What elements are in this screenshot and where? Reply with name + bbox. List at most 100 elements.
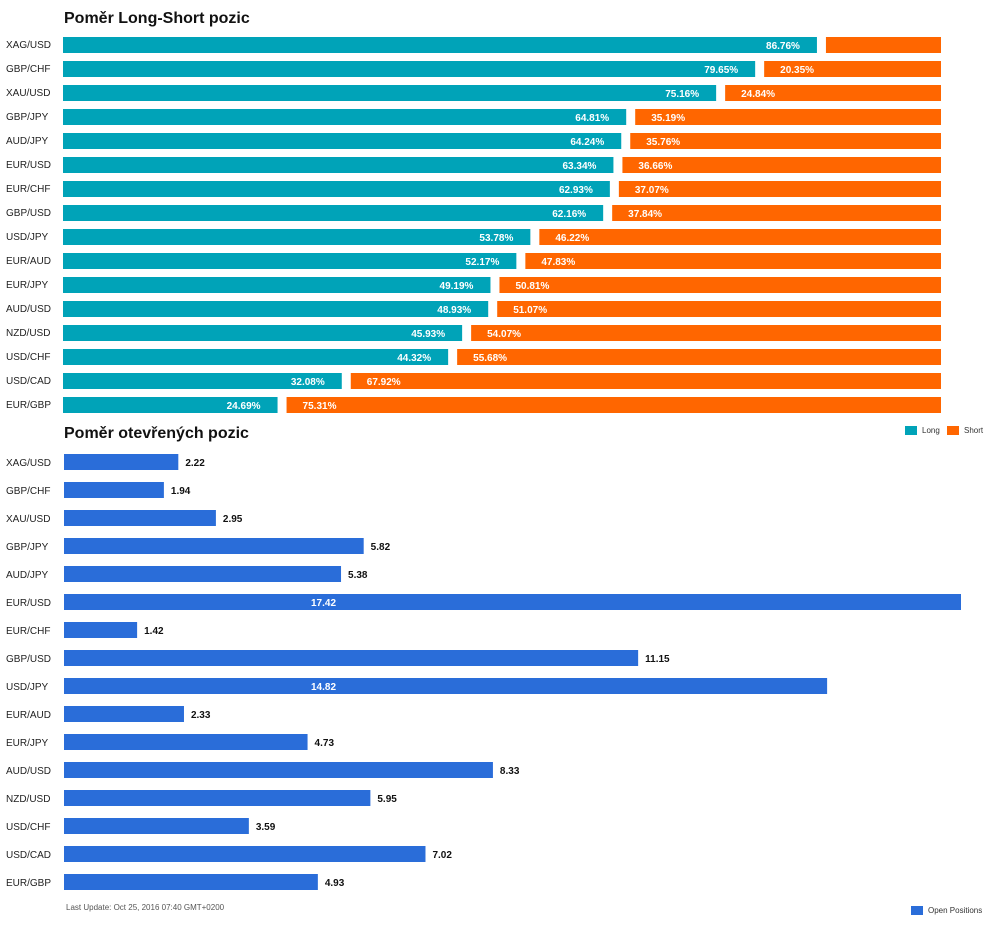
open-category-label-aud-usd: AUD/USD [6,766,51,777]
short-value-label-aud-usd: 51.07% [513,305,547,316]
open-positions-bar-gbp-jpy [64,538,364,554]
long-bar-eur-gbp [63,397,278,413]
short-bar-gbp-chf [764,61,941,77]
long-value-label-usd-chf: 44.32% [397,353,431,364]
legend-long: Long [905,426,940,435]
legend-long-swatch [905,426,917,435]
category-label-usd-jpy: USD/JPY [6,232,49,243]
long-short-chart-title: Poměr Long-Short pozic [64,10,250,27]
short-bar-gbp-jpy [635,109,941,125]
open-category-label-xau-usd: XAU/USD [6,514,50,525]
short-bar-aud-jpy [630,133,941,149]
legend-short-label: Short [964,426,984,435]
open-positions-bar-aud-usd [64,762,493,778]
open-positions-value-eur-usd: 17.42 [311,598,336,609]
long-value-label-gbp-jpy: 64.81% [575,113,609,124]
category-label-usd-cad: USD/CAD [6,376,51,387]
category-label-usd-chf: USD/CHF [6,352,50,363]
short-bar-usd-jpy [539,229,941,245]
open-positions-value-usd-chf: 3.59 [256,822,276,833]
open-positions-value-xag-usd: 2.22 [185,458,205,469]
category-label-aud-usd: AUD/USD [6,304,51,315]
open-category-label-gbp-jpy: GBP/JPY [6,542,49,553]
short-bar-nzd-usd [471,325,941,341]
last-update-text: Last Update: Oct 25, 2016 07:40 GMT+0200 [66,903,225,912]
open-category-label-gbp-chf: GBP/CHF [6,486,50,497]
category-label-xag-usd: XAG/USD [6,40,51,51]
open-category-label-eur-aud: EUR/AUD [6,710,51,721]
open-category-label-usd-jpy: USD/JPY [6,682,49,693]
long-bar-aud-jpy [63,133,622,149]
open-positions-value-eur-jpy: 4.73 [315,738,335,749]
short-value-label-xau-usd: 24.84% [741,89,775,100]
long-value-label-eur-gbp: 24.69% [227,401,261,412]
long-value-label-xau-usd: 75.16% [665,89,699,100]
long-value-label-usd-jpy: 53.78% [479,233,513,244]
long-bar-gbp-usd [63,205,604,221]
open-positions-bar-eur-usd [64,594,961,610]
long-value-label-eur-chf: 62.93% [559,185,593,196]
category-label-xau-usd: XAU/USD [6,88,50,99]
category-label-gbp-jpy: GBP/JPY [6,112,49,123]
legend-long-label: Long [922,426,940,435]
long-bar-gbp-chf [63,61,756,77]
open-positions-bar-usd-cad [64,846,426,862]
open-positions-bar-eur-jpy [64,734,308,750]
long-value-label-gbp-chf: 79.65% [704,65,738,76]
open-positions-bar-gbp-chf [64,482,164,498]
legend-short: Short [947,426,983,435]
short-bar-eur-jpy [499,277,941,293]
short-bar-aud-usd [497,301,941,317]
long-bar-eur-usd [63,157,614,173]
open-positions-value-gbp-usd: 11.15 [645,654,670,665]
short-bar-eur-chf [618,181,941,197]
open-category-label-usd-cad: USD/CAD [6,850,51,861]
short-value-label-eur-chf: 37.07% [635,185,669,196]
long-bar-aud-usd [63,301,489,317]
open-positions-bar-usd-jpy [64,678,828,694]
short-value-label-gbp-usd: 37.84% [628,209,662,220]
long-bar-eur-aud [63,253,517,269]
category-label-aud-jpy: AUD/JPY [6,136,49,147]
long-value-label-usd-cad: 32.08% [291,377,325,388]
long-bar-usd-cad [63,373,342,389]
short-value-label-gbp-jpy: 35.19% [651,113,685,124]
long-bar-xau-usd [63,85,717,101]
short-bar-gbp-usd [612,205,941,221]
short-value-label-eur-gbp: 75.31% [303,401,337,412]
open-positions-bar-eur-aud [64,706,184,722]
long-bar-usd-chf [63,349,449,365]
category-label-eur-usd: EUR/USD [6,160,51,171]
short-value-label-gbp-chf: 20.35% [780,65,814,76]
open-positions-value-aud-usd: 8.33 [500,766,520,777]
legend-short-swatch [947,426,959,435]
open-positions-value-nzd-usd: 5.95 [377,794,397,805]
short-bar-eur-aud [525,253,941,269]
long-value-label-aud-jpy: 64.24% [570,137,604,148]
long-value-label-eur-jpy: 49.19% [440,281,474,292]
short-bar-usd-chf [457,349,941,365]
open-category-label-eur-jpy: EUR/JPY [6,738,49,749]
open-positions-value-eur-aud: 2.33 [191,710,211,721]
open-category-label-nzd-usd: NZD/USD [6,794,50,805]
long-value-label-nzd-usd: 45.93% [411,329,445,340]
short-bar-eur-usd [622,157,941,173]
open-positions-value-xau-usd: 2.95 [223,514,243,525]
open-category-label-aud-jpy: AUD/JPY [6,570,49,581]
long-bar-nzd-usd [63,325,463,341]
short-value-label-nzd-usd: 54.07% [487,329,521,340]
long-value-label-eur-usd: 63.34% [563,161,597,172]
open-positions-bar-aud-jpy [64,566,342,582]
long-bar-eur-chf [63,181,610,197]
long-value-label-aud-usd: 48.93% [437,305,471,316]
open-positions-value-usd-cad: 7.02 [432,850,452,861]
long-bar-xag-usd [63,37,817,53]
open-category-label-xag-usd: XAG/USD [6,458,51,469]
short-value-label-aud-jpy: 35.76% [646,137,680,148]
category-label-nzd-usd: NZD/USD [6,328,50,339]
open-category-label-usd-chf: USD/CHF [6,822,50,833]
long-value-label-gbp-usd: 62.16% [552,209,586,220]
category-label-gbp-chf: GBP/CHF [6,64,50,75]
short-value-label-usd-cad: 67.92% [367,377,401,388]
category-label-eur-gbp: EUR/GBP [6,400,51,411]
